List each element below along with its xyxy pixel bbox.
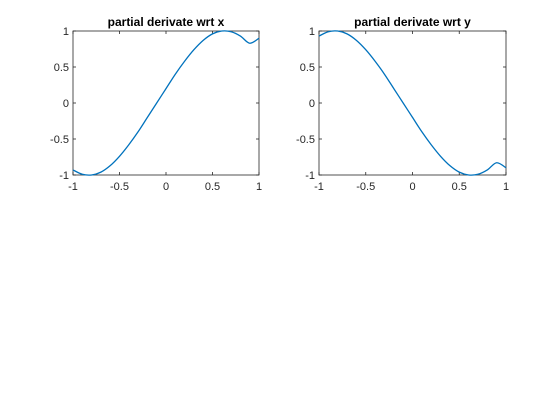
x-tick-label: -0.5: [110, 181, 129, 193]
y-tick-label: -1: [305, 170, 315, 182]
x-tick-label: 0.5: [452, 181, 467, 193]
y-tick-label: 1: [63, 26, 69, 38]
x-tick-label: 0.5: [205, 181, 220, 193]
series-line: [72, 30, 260, 176]
y-tick-label: 1: [309, 26, 315, 38]
tick-group: -1 -0.5 0 0.5 1 -1 -0.5 0 0.5 1: [296, 26, 509, 193]
y-tick-label: 0.5: [300, 62, 315, 74]
x-tick-label: 1: [256, 181, 262, 193]
y-tick-label: 0.5: [54, 62, 69, 74]
y-tick-label: 0: [309, 98, 315, 110]
y-tick-label: -0.5: [296, 134, 315, 146]
x-tick-label: 0: [163, 181, 169, 193]
y-tick-label: 0: [63, 98, 69, 110]
tick-group: -1 -0.5 0 0.5 1 -1 -0.5 0 0.5 1: [50, 26, 262, 193]
x-tick-label: 0: [409, 181, 415, 193]
chart-title: partial derivate wrt y: [354, 15, 471, 29]
y-tick-label: -1: [59, 170, 69, 182]
series-line: [318, 30, 507, 176]
axes-box: [318, 30, 507, 176]
subplot-partial-y: partial derivate wrt y -1 -0.5 0 0.5 1 -1 -0.5…: [296, 15, 509, 193]
x-tick-label: -1: [68, 181, 78, 193]
x-tick-label: 1: [503, 181, 509, 193]
chart-title: partial derivate wrt x: [108, 15, 225, 29]
x-tick-label: -0.5: [356, 181, 375, 193]
y-tick-label: -0.5: [50, 134, 69, 146]
axes-box: [72, 30, 260, 176]
x-tick-label: -1: [314, 181, 324, 193]
subplot-partial-x: partial derivate wrt x -1 -0.5 0 0.5 1 -1 -0.5…: [50, 15, 262, 193]
